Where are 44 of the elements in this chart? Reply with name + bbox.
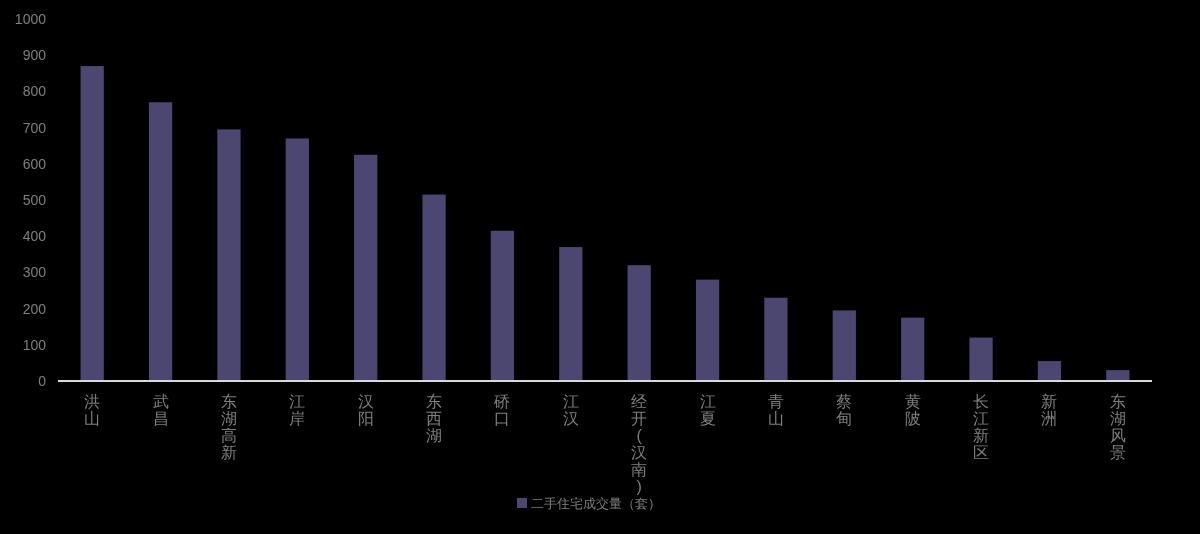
x-tick-label: 黄陂 xyxy=(904,393,921,427)
x-tick-label: 硚口 xyxy=(493,393,511,427)
bar xyxy=(354,154,378,381)
bar xyxy=(80,66,104,381)
x-tick-label: 新洲 xyxy=(1041,393,1058,427)
x-tick-label: 东西湖 xyxy=(426,393,443,444)
x-tick-label: 洪山 xyxy=(84,393,101,427)
bar xyxy=(422,194,446,381)
y-tick-label: 400 xyxy=(22,228,47,245)
y-tick-label: 0 xyxy=(38,373,47,389)
x-tick-label: 江岸 xyxy=(289,393,306,427)
x-tick-label: 武昌 xyxy=(152,393,169,427)
x-tick-label: 蔡甸 xyxy=(836,393,853,427)
y-tick-label: 100 xyxy=(22,336,47,353)
bar xyxy=(1106,370,1130,381)
bar xyxy=(969,337,993,381)
y-tick-label: 300 xyxy=(22,264,47,281)
bar xyxy=(148,102,173,381)
y-tick-label: 900 xyxy=(22,47,47,64)
x-tick-label: 东湖高新 xyxy=(220,393,237,461)
x-tick-label: 青山 xyxy=(767,393,784,427)
bar xyxy=(627,265,651,381)
bar xyxy=(217,129,241,381)
x-tick-label: 江汉 xyxy=(562,393,579,427)
bar xyxy=(559,247,583,381)
x-tick-label: 东湖风景 xyxy=(1109,393,1126,461)
x-tick-label: 经开(汉南) xyxy=(631,393,648,495)
bar xyxy=(695,279,720,381)
legend-label: 二手住宅成交量（套） xyxy=(531,496,661,511)
x-tick-label: 江夏 xyxy=(699,393,716,427)
y-tick-label: 800 xyxy=(22,83,47,100)
y-tick-label: 200 xyxy=(22,300,47,317)
bar xyxy=(1037,361,1062,381)
bar xyxy=(832,310,856,381)
y-tick-label: 600 xyxy=(22,155,47,172)
bar xyxy=(901,317,925,381)
bar xyxy=(490,230,515,381)
y-tick-label: 700 xyxy=(22,119,47,136)
x-tick-label: 汉阳 xyxy=(357,393,374,427)
x-tick-label: 长江新区 xyxy=(973,393,990,461)
bar xyxy=(285,138,309,381)
y-tick-label: 500 xyxy=(22,192,47,208)
y-tick-label: 1000 xyxy=(14,11,47,27)
bar xyxy=(764,297,788,381)
